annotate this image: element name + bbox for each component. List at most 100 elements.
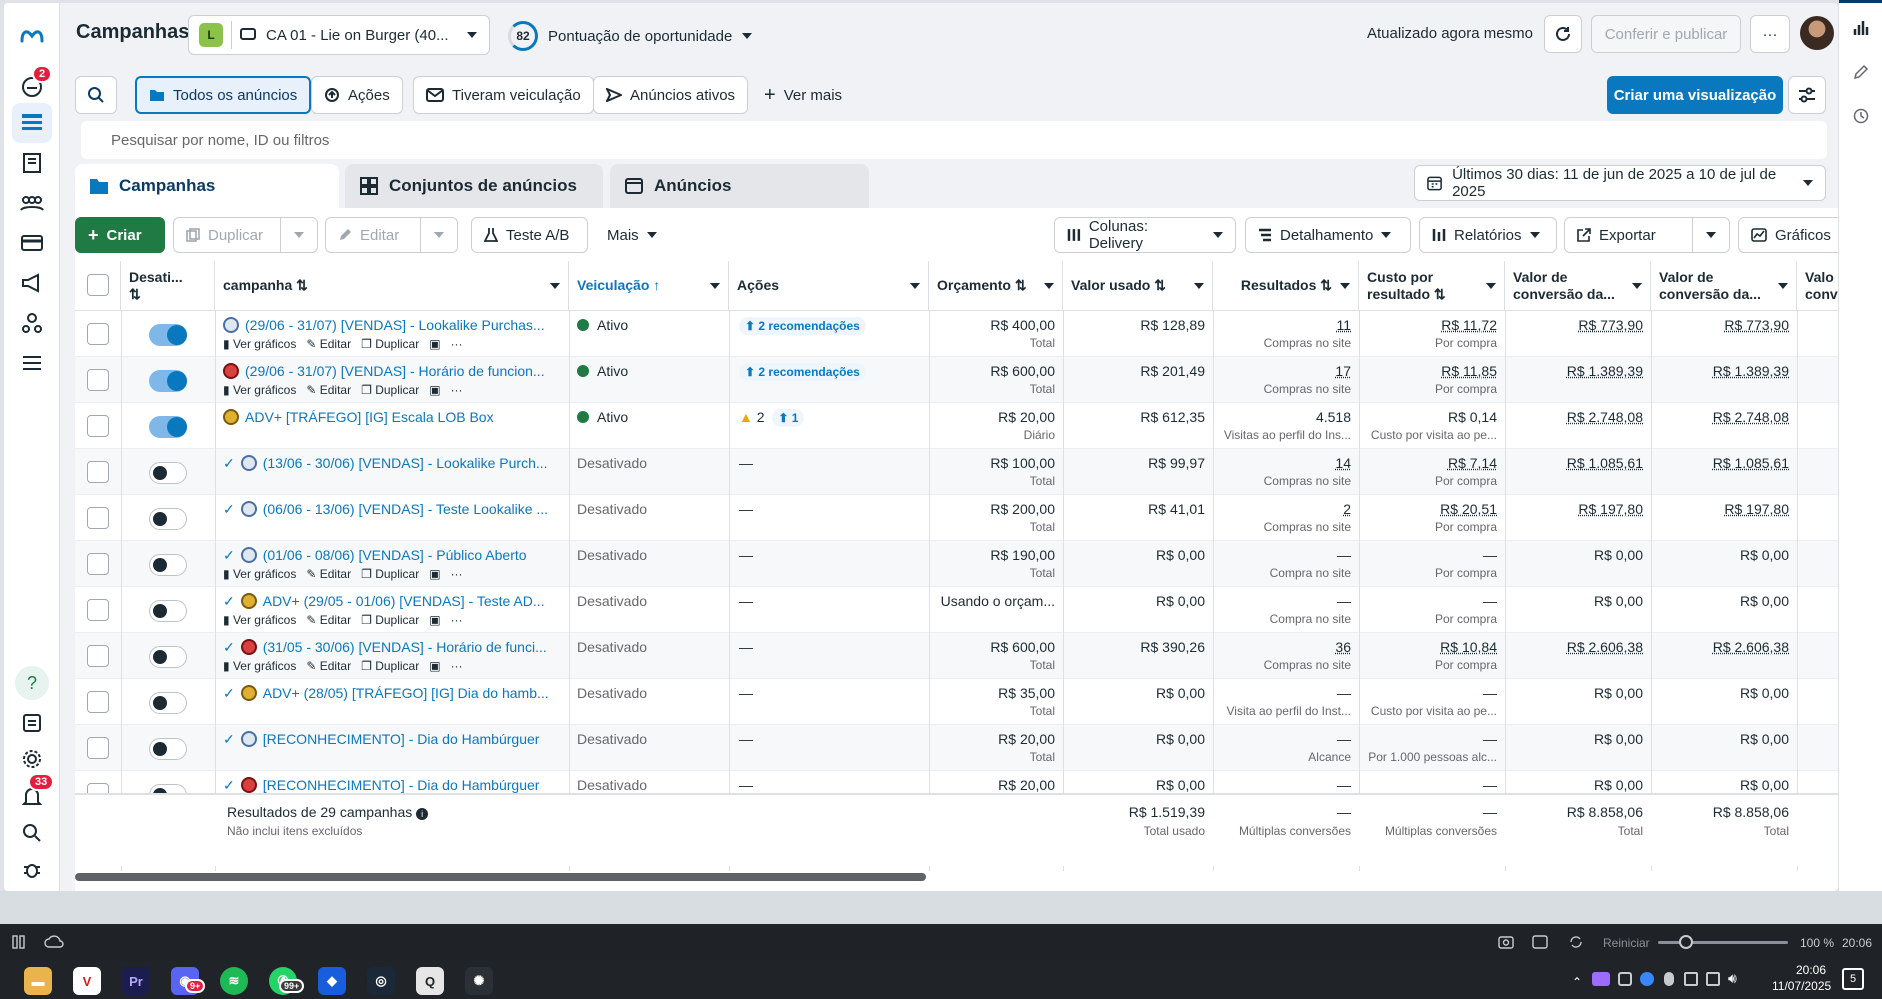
conv2-cell-value[interactable]: R$ 197,80 bbox=[1724, 501, 1789, 517]
table-row[interactable]: ✓ (13/06 - 30/06) [VENDAS] - Lookalike Pu… bbox=[75, 449, 1838, 495]
network-icon[interactable] bbox=[1706, 972, 1720, 986]
conv1-cell-value[interactable]: R$ 197,80 bbox=[1578, 501, 1643, 517]
edit-link[interactable]: ✎ Editar bbox=[306, 383, 352, 397]
conv1-cell-value[interactable]: R$ 1.389,39 bbox=[1566, 363, 1643, 379]
notifications-inbox-icon[interactable]: 2 bbox=[12, 65, 53, 107]
whatsapp-icon[interactable]: ✆99+ bbox=[269, 967, 305, 995]
view-charts-link[interactable]: ▮ Ver gráficos bbox=[223, 659, 297, 673]
file-explorer-icon[interactable]: ▬ bbox=[24, 967, 52, 995]
table-row[interactable]: (29/06 - 31/07) [VENDAS] - Horário de fu… bbox=[75, 357, 1838, 403]
row-checkbox[interactable] bbox=[87, 415, 109, 437]
image-icon[interactable]: ▣ bbox=[429, 659, 441, 673]
campaign-toggle[interactable] bbox=[149, 416, 187, 438]
vivaldi-browser-icon[interactable]: V bbox=[73, 967, 101, 995]
meta-logo[interactable] bbox=[12, 15, 52, 55]
header-spent[interactable]: Valor usado ⇅ bbox=[1063, 261, 1213, 311]
campaign-name-link[interactable]: ADV+ (28/05) [TRÁFEGO] [IG] Dia do hamb.… bbox=[262, 685, 549, 701]
edit-link[interactable]: ✎ Editar bbox=[306, 659, 352, 673]
header-campaign[interactable]: campanha ⇅ bbox=[215, 261, 569, 311]
chevron-down-icon[interactable] bbox=[550, 282, 560, 289]
campaign-name-link[interactable]: (06/06 - 13/06) [VENDAS] - Teste Lookali… bbox=[262, 501, 549, 517]
filter-all-ads[interactable]: Todos os anúncios bbox=[135, 76, 312, 114]
discord-icon[interactable]: ◉ 9+ bbox=[171, 967, 206, 995]
cpr-cell-value[interactable]: R$ 10,84 bbox=[1440, 639, 1497, 655]
duplicate-menu-button[interactable] bbox=[280, 217, 318, 253]
header-conv2[interactable]: Valor de conversão da... bbox=[1651, 261, 1797, 311]
row-checkbox[interactable] bbox=[87, 369, 109, 391]
account-selector[interactable]: L CA 01 - Lie on Burger (40... bbox=[188, 15, 490, 55]
view-charts-link[interactable]: ▮ Ver gráficos bbox=[223, 613, 297, 627]
results-cell-value[interactable]: 11 bbox=[1336, 317, 1351, 333]
megaphone-icon[interactable] bbox=[12, 263, 52, 303]
reports-button[interactable]: Relatórios bbox=[1419, 217, 1557, 253]
edit-menu-button[interactable] bbox=[420, 217, 458, 253]
image-icon[interactable]: ▣ bbox=[429, 383, 441, 397]
see-more-filters[interactable]: + Ver mais bbox=[752, 76, 854, 114]
campaign-toggle[interactable] bbox=[149, 554, 187, 576]
info-icon[interactable]: i bbox=[416, 808, 429, 820]
tab-ads[interactable]: Anúncios bbox=[610, 164, 869, 208]
campaign-name-link[interactable]: [RECONHECIMENTO] - Dia do Hambúrguer bbox=[262, 777, 540, 793]
campaign-toggle[interactable] bbox=[149, 324, 187, 346]
filter-had-delivery[interactable]: Tiveram veiculação bbox=[413, 76, 594, 114]
refresh-button[interactable] bbox=[1544, 15, 1582, 53]
chevron-down-icon[interactable] bbox=[1778, 282, 1788, 289]
campaign-toggle[interactable] bbox=[149, 646, 187, 668]
cpr-cell-value[interactable]: R$ 11,85 bbox=[1441, 363, 1497, 379]
menu-icon[interactable] bbox=[12, 343, 52, 383]
campaign-name-link[interactable]: (01/06 - 08/06) [VENDAS] - Público Abert… bbox=[262, 547, 527, 563]
row-checkbox[interactable] bbox=[87, 691, 109, 713]
bitwarden-icon[interactable]: ◆ bbox=[318, 967, 346, 995]
image-icon[interactable]: ▣ bbox=[429, 567, 441, 581]
tray-cloud-icon[interactable] bbox=[1640, 972, 1654, 986]
sidebar-toggle-icon[interactable] bbox=[12, 935, 26, 952]
conv2-cell-value[interactable]: R$ 1.085,61 bbox=[1712, 455, 1789, 471]
search-icon[interactable] bbox=[12, 813, 52, 853]
audiences-icon[interactable] bbox=[12, 183, 52, 223]
app-icon-q[interactable]: Q bbox=[416, 967, 444, 995]
campaign-toggle[interactable] bbox=[149, 692, 187, 714]
history-icon[interactable] bbox=[1853, 108, 1869, 127]
zoom-reset[interactable]: Reiniciar bbox=[1603, 936, 1650, 950]
steam-icon[interactable]: ◎ bbox=[367, 967, 395, 995]
reports-icon[interactable] bbox=[12, 703, 52, 743]
duplicate-link[interactable]: ❐ Duplicar bbox=[361, 337, 420, 351]
tray-app-icon[interactable] bbox=[1592, 972, 1610, 986]
row-checkbox[interactable] bbox=[87, 323, 109, 345]
table-row[interactable]: ✓ (06/06 - 13/06) [VENDAS] - Teste Lookal… bbox=[75, 495, 1838, 541]
campaigns-table-icon[interactable] bbox=[12, 103, 52, 143]
duplicate-link[interactable]: ❐ Duplicar bbox=[361, 383, 420, 397]
cpr-cell-value[interactable]: R$ 20,51 bbox=[1440, 501, 1497, 517]
campaign-name-link[interactable]: ADV+ [TRÁFEGO] [IG] Escala LOB Box bbox=[245, 409, 494, 425]
filter-actions[interactable]: Ações bbox=[311, 76, 403, 114]
row-checkbox[interactable] bbox=[87, 553, 109, 575]
duplicate-link[interactable]: ❐ Duplicar bbox=[361, 613, 420, 627]
chevron-down-icon[interactable] bbox=[1194, 282, 1204, 289]
page-actions-icon[interactable] bbox=[1568, 935, 1584, 952]
help-icon[interactable]: ? bbox=[12, 663, 52, 703]
edit-link[interactable]: ✎ Editar bbox=[306, 613, 352, 627]
edit-button[interactable]: Editar bbox=[325, 217, 421, 253]
campaign-name-link[interactable]: (31/05 - 30/06) [VENDAS] - Horário de fu… bbox=[262, 639, 547, 655]
results-cell-value[interactable]: 14 bbox=[1335, 455, 1351, 471]
table-row[interactable]: ✓ ADV+ (28/05) [TRÁFEGO] [IG] Dia do hamb… bbox=[75, 679, 1838, 725]
header-actions[interactable]: Ações bbox=[729, 261, 929, 311]
tray-display-icon[interactable] bbox=[1684, 972, 1698, 986]
table-row[interactable]: ADV+ [TRÁFEGO] [IG] Escala LOB Box Ativo ▲… bbox=[75, 403, 1838, 449]
conv2-cell-value[interactable]: R$ 2.748,08 bbox=[1712, 409, 1789, 425]
campaign-toggle[interactable] bbox=[149, 738, 187, 760]
row-checkbox[interactable] bbox=[87, 737, 109, 759]
campaign-name-link[interactable]: (13/06 - 30/06) [VENDAS] - Lookalike Pur… bbox=[262, 455, 548, 471]
screenshot-icon[interactable] bbox=[1498, 935, 1514, 952]
bell-icon[interactable]: 33 bbox=[12, 773, 55, 817]
table-row[interactable]: ✓ (01/06 - 08/06) [VENDAS] - Público Aber… bbox=[75, 541, 1838, 587]
duplicate-link[interactable]: ❐ Duplicar bbox=[361, 567, 420, 581]
campaign-toggle[interactable] bbox=[149, 508, 187, 530]
premiere-pro-icon[interactable]: Pr bbox=[122, 967, 150, 995]
row-more-button[interactable]: ··· bbox=[450, 337, 463, 351]
row-checkbox[interactable] bbox=[87, 645, 109, 667]
more-options-button[interactable]: ··· bbox=[1750, 15, 1790, 53]
view-charts-link[interactable]: ▮ Ver gráficos bbox=[223, 383, 297, 397]
campaign-name-link[interactable]: ADV+ (29/05 - 01/06) [VENDAS] - Teste AD… bbox=[262, 593, 545, 609]
opportunity-score[interactable]: 82 Pontuação de oportunidade bbox=[508, 21, 753, 51]
